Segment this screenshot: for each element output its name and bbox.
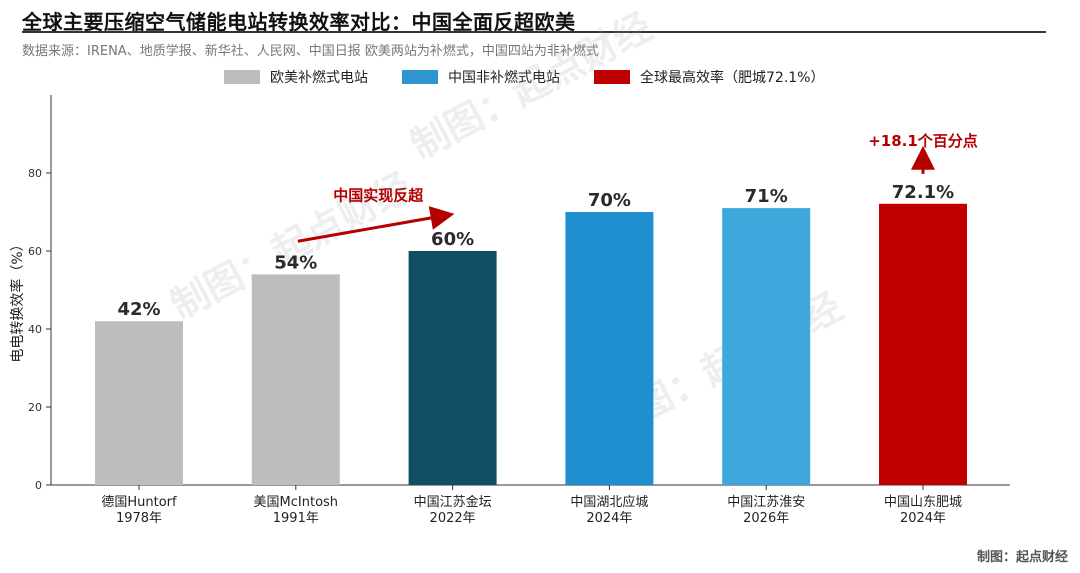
bar [251, 274, 340, 485]
source-credit: 制图：起点财经 [976, 550, 1068, 565]
increase-label: +18.1个百分点 [868, 132, 978, 150]
bar-value-label: 54% [274, 252, 317, 273]
bar [95, 321, 183, 485]
bar [565, 212, 654, 485]
legend-label-max: 全球最高效率（肥城72.1%） [640, 70, 825, 86]
legend-swatch-china [402, 70, 438, 84]
bar [879, 203, 967, 485]
x-tick-label-name: 中国江苏淮安 [727, 494, 805, 510]
bar-value-label: 72.1% [892, 182, 954, 203]
bar-value-label: 70% [588, 190, 631, 211]
y-tick-label: 40 [28, 323, 42, 336]
chart-title: 全球主要压缩空气储能电站转换效率对比：中国全面反超欧美 [22, 10, 576, 34]
axes: 0 20 40 60 80 [28, 95, 1010, 492]
watermark-1: 制图：起点财经 [404, 4, 660, 168]
legend-label-china: 中国非补燃式电站 [448, 70, 560, 86]
y-tick-label: 80 [28, 167, 42, 180]
overtake-label: 中国实现反超 [333, 186, 424, 204]
title-divider [22, 31, 1046, 33]
x-tick-label-name: 中国湖北应城 [570, 494, 648, 510]
x-tick-label-year: 1978年 [116, 511, 162, 526]
x-tick-label-name: 中国江苏金坛 [414, 494, 492, 510]
bar [722, 208, 811, 485]
overtake-annotation: 中国实现反超 [297, 186, 455, 243]
x-tick-label-year: 2024年 [586, 511, 632, 526]
bar-value-label: 71% [745, 186, 788, 207]
y-tick-label: 0 [35, 479, 42, 492]
y-tick-label: 60 [28, 245, 42, 258]
x-tick-label-year: 2022年 [430, 511, 476, 526]
increase-annotation: +18.1个百分点 [868, 132, 978, 174]
x-tick-label-year: 2024年 [900, 511, 946, 526]
x-tick-label-name: 德国Huntorf [101, 495, 177, 510]
bar-value-label: 60% [431, 229, 474, 250]
x-tick-label-name: 美国McIntosh [254, 495, 339, 510]
legend-item-western: 欧美补燃式电站 [224, 67, 368, 87]
y-tick-label: 20 [28, 401, 42, 414]
bars [95, 203, 967, 485]
bar [408, 251, 497, 485]
x-tick-label-year: 1991年 [273, 511, 319, 526]
legend-item-china: 中国非补燃式电站 [402, 67, 560, 87]
x-tick-label-year: 2026年 [743, 511, 789, 526]
legend-item-max: 全球最高效率（肥城72.1%） [594, 67, 824, 87]
chart-subtitle: 数据来源：IRENA、地质学报、新华社、人民网、中国日报 欧美两站为补燃式，中国… [22, 44, 599, 59]
x-tick-label-name: 中国山东肥城 [884, 495, 962, 510]
legend-swatch-max [594, 70, 630, 84]
bar-value-labels: 42% 54% 60% 70% 71% 72.1% [117, 182, 954, 320]
legend-label-western: 欧美补燃式电站 [270, 70, 368, 86]
legend-swatch-western [224, 70, 260, 84]
bar-value-label: 42% [117, 299, 160, 320]
overtake-arrow [297, 206, 455, 243]
legend: 欧美补燃式电站 中国非补燃式电站 全球最高效率（肥城72.1%） [224, 66, 858, 88]
y-axis-label: 电电转换效率（%） [9, 237, 26, 362]
